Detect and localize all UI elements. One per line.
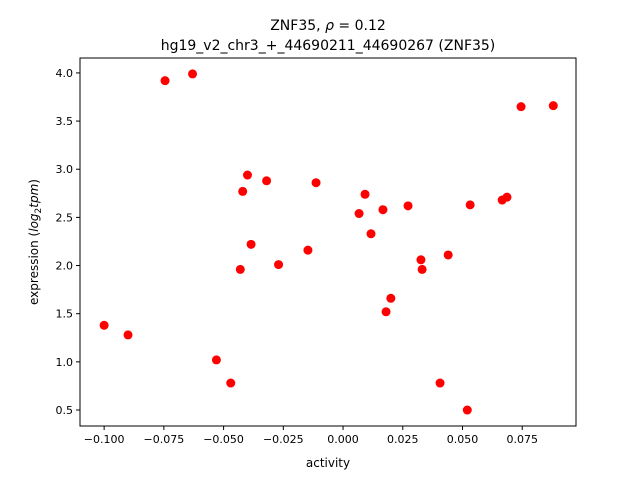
x-tick-label: −0.025 [263,433,304,446]
data-point [211,355,221,365]
data-point [416,255,426,265]
data-point [262,176,272,186]
y-tick-label: 0.5 [56,404,74,417]
y-tick-label: 3.5 [56,115,74,128]
data-point [226,378,236,388]
data-point [548,101,558,111]
data-point [378,205,388,215]
y-tick-label: 2.5 [56,211,74,224]
y-tick-label: 1.0 [56,356,74,369]
x-tick-label: 0.050 [447,433,479,446]
plot-frame [79,57,577,427]
data-point [99,320,109,330]
data-point [366,229,376,239]
x-tick-label: −0.100 [84,433,125,446]
chart-title-line1: ZNF35, ρ = 0.12 [270,18,386,34]
data-point [242,170,252,180]
data-point [443,250,453,260]
data-point [311,178,321,188]
data-point [160,76,170,86]
y-tick-label: 3.0 [56,163,74,176]
y-axis-label: expression (log2tpm) [27,179,44,305]
data-point [235,264,245,274]
x-tick-label: 0.025 [387,433,419,446]
data-point [246,239,256,249]
data-point [360,189,370,199]
data-point [462,405,472,415]
y-axis-ticks: 0.5 1.0 1.5 2.0 2.5 3.0 3.5 4.0 [56,67,80,417]
x-tick-label: −0.075 [144,433,185,446]
x-tick-label: −0.050 [203,433,244,446]
data-points [99,69,558,415]
x-tick-label: 0.000 [327,433,359,446]
x-axis-ticks: −0.100 −0.075 −0.050 −0.025 0.000 0.025 0.050 0… [84,426,538,446]
data-point [516,102,526,112]
data-point [303,245,313,255]
y-tick-label: 2.0 [56,260,74,273]
x-axis-label: activity [306,456,350,470]
data-point [386,293,396,303]
data-point [354,209,364,219]
y-tick-label: 1.5 [56,308,74,321]
data-point [123,330,133,340]
data-point [238,186,248,196]
y-tick-label: 4.0 [56,67,74,80]
data-point [502,192,512,202]
data-point [417,264,427,274]
data-point [403,201,413,211]
data-point [274,260,284,270]
data-point [381,307,391,317]
chart-title-line2: hg19_v2_chr3_+_44690211_44690267 (ZNF35) [161,38,496,54]
x-tick-label: 0.075 [506,433,538,446]
data-point [465,200,475,210]
data-point [435,378,445,388]
data-point [188,69,198,79]
